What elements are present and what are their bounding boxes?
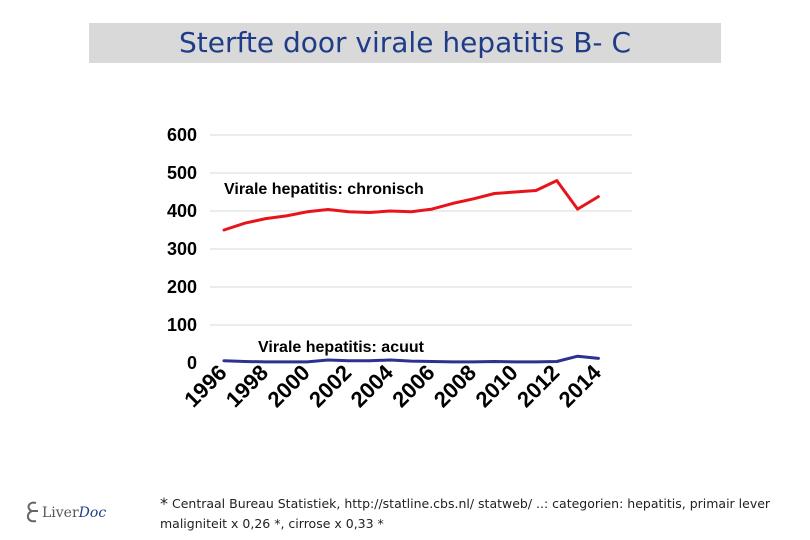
y-tick-label: 200: [167, 277, 197, 297]
logo-suffix: Doc: [78, 505, 107, 521]
y-tick-label: 0: [187, 353, 197, 373]
y-tick-label: 100: [167, 315, 197, 335]
footnote-star: *: [160, 494, 168, 513]
series-line-chronisch: [222, 179, 600, 232]
grid: [210, 134, 632, 326]
y-tick-label: 400: [167, 201, 197, 221]
annotation-chronic: Virale hepatitis: chronisch: [224, 181, 424, 198]
title-bar: Sterfte door virale hepatitis B- C: [89, 23, 721, 63]
annotation-acute: Virale hepatitis: acuut: [258, 339, 425, 356]
x-tick-label: 2010: [470, 360, 522, 412]
y-axis: 0 100 200 300 400 500 600: [167, 125, 197, 373]
chart-title: Sterfte door virale hepatitis B- C: [178, 26, 631, 59]
footnote-text: Centraal Bureau Statistiek, http://statl…: [160, 496, 771, 531]
series-lines: [222, 179, 600, 364]
chart-area: 0 100 200 300 400 500 600 19961998200020022004…: [167, 125, 632, 412]
footnote: * Centraal Bureau Statistiek, http://sta…: [160, 494, 805, 534]
y-tick-label: 500: [167, 163, 197, 183]
logo-text: LiverDoc: [42, 505, 106, 521]
series-line-acuut: [222, 354, 600, 364]
x-tick-label: 2008: [429, 360, 481, 412]
liverdoc-logo: LiverDoc: [24, 499, 134, 529]
logo-prefix: Liver: [42, 505, 79, 521]
x-tick-label: 2004: [346, 359, 399, 412]
logo-mark-icon: [26, 501, 38, 523]
x-tick-label: 2002: [304, 360, 356, 412]
y-tick-label: 300: [167, 239, 197, 259]
x-tick-label: 2014: [554, 359, 607, 412]
x-tick-label: 2006: [387, 360, 439, 412]
x-tick-label: 1998: [221, 360, 273, 412]
x-tick-label: 2012: [512, 360, 564, 412]
x-tick-label: 2000: [262, 360, 314, 412]
y-tick-label: 600: [167, 125, 197, 145]
